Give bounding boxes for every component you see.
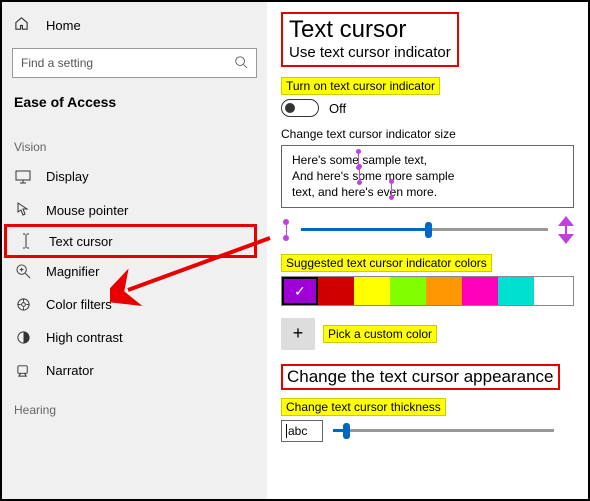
abc-text: abc [288, 424, 307, 438]
cursor-indicator-sample [389, 179, 394, 200]
home-link[interactable]: Home [2, 10, 267, 44]
custom-color-button[interactable]: + [281, 318, 315, 350]
sample-line: text, and here's even more. [292, 184, 563, 200]
nav-label: Display [46, 169, 89, 184]
swatch-purple[interactable]: ✓ [282, 277, 318, 305]
custom-color-label: Pick a custom color [323, 325, 437, 343]
page-subtitle: Use text cursor indicator [289, 44, 451, 61]
category-title: Ease of Access [2, 90, 267, 124]
swatch-teal[interactable] [498, 277, 534, 305]
swatch-red[interactable] [318, 277, 354, 305]
page-title: Text cursor [289, 16, 451, 44]
thickness-slider[interactable] [333, 429, 554, 432]
search-icon [234, 55, 248, 72]
mouse-icon [14, 202, 32, 218]
cursor-indicator-sample [357, 164, 362, 185]
nav-label: Narrator [46, 363, 94, 378]
swatch-orange[interactable] [426, 277, 462, 305]
slider-track[interactable] [301, 228, 548, 231]
search-placeholder: Find a setting [21, 56, 234, 70]
magnifier-icon [14, 264, 32, 279]
nav-label: Magnifier [46, 264, 99, 279]
sidebar-item-colorfilters[interactable]: Color filters [2, 288, 267, 321]
sample-text-box: Here's some sample text, And here's some… [281, 145, 574, 208]
nav-label: Text cursor [49, 234, 113, 249]
sidebar-item-display[interactable]: Display [2, 160, 267, 193]
narrator-icon [14, 363, 32, 378]
sidebar-item-highcontrast[interactable]: High contrast [2, 321, 267, 354]
textcursor-icon [17, 233, 35, 249]
highcontrast-icon [14, 330, 32, 345]
display-icon [14, 170, 32, 184]
size-slider[interactable] [281, 216, 574, 244]
colorfilters-icon [14, 297, 32, 312]
color-swatches: ✓ [281, 276, 574, 306]
swatch-yellow[interactable] [354, 277, 390, 305]
thickness-heading: Change text cursor thickness [281, 398, 446, 416]
thickness-preview: abc [281, 420, 323, 442]
home-label: Home [46, 18, 81, 33]
nav-label: Color filters [46, 297, 112, 312]
check-icon: ✓ [294, 283, 306, 300]
sidebar-item-textcursor[interactable]: Text cursor [4, 224, 257, 258]
slider-max-icon [558, 216, 574, 244]
sidebar: Home Find a setting Ease of Access Visio… [2, 2, 267, 499]
appearance-heading: Change the text cursor appearance [281, 364, 560, 390]
sidebar-item-magnifier[interactable]: Magnifier [2, 255, 267, 288]
size-label: Change text cursor indicator size [281, 127, 574, 141]
swatch-pink[interactable] [462, 277, 498, 305]
section-hearing: Hearing [2, 387, 267, 423]
home-icon [14, 16, 32, 34]
search-input[interactable]: Find a setting [12, 48, 257, 78]
slider-min-icon [281, 219, 291, 241]
title-box: Text cursor Use text cursor indicator [281, 12, 459, 67]
toggle-heading: Turn on text cursor indicator [281, 77, 440, 95]
sample-line: Here's some sample text, [292, 152, 563, 168]
swatch-green[interactable] [390, 277, 426, 305]
main-content: Text cursor Use text cursor indicator Tu… [267, 2, 588, 499]
section-vision: Vision [2, 124, 267, 160]
nav-label: High contrast [46, 330, 123, 345]
nav-label: Mouse pointer [46, 203, 128, 218]
plus-icon: + [293, 323, 304, 344]
toggle-state: Off [329, 101, 346, 116]
colors-heading: Suggested text cursor indicator colors [281, 254, 492, 272]
sidebar-item-narrator[interactable]: Narrator [2, 354, 267, 387]
sample-line: And here's some more sample [292, 168, 563, 184]
indicator-toggle[interactable] [281, 99, 319, 117]
sidebar-item-mouse[interactable]: Mouse pointer [2, 193, 267, 227]
